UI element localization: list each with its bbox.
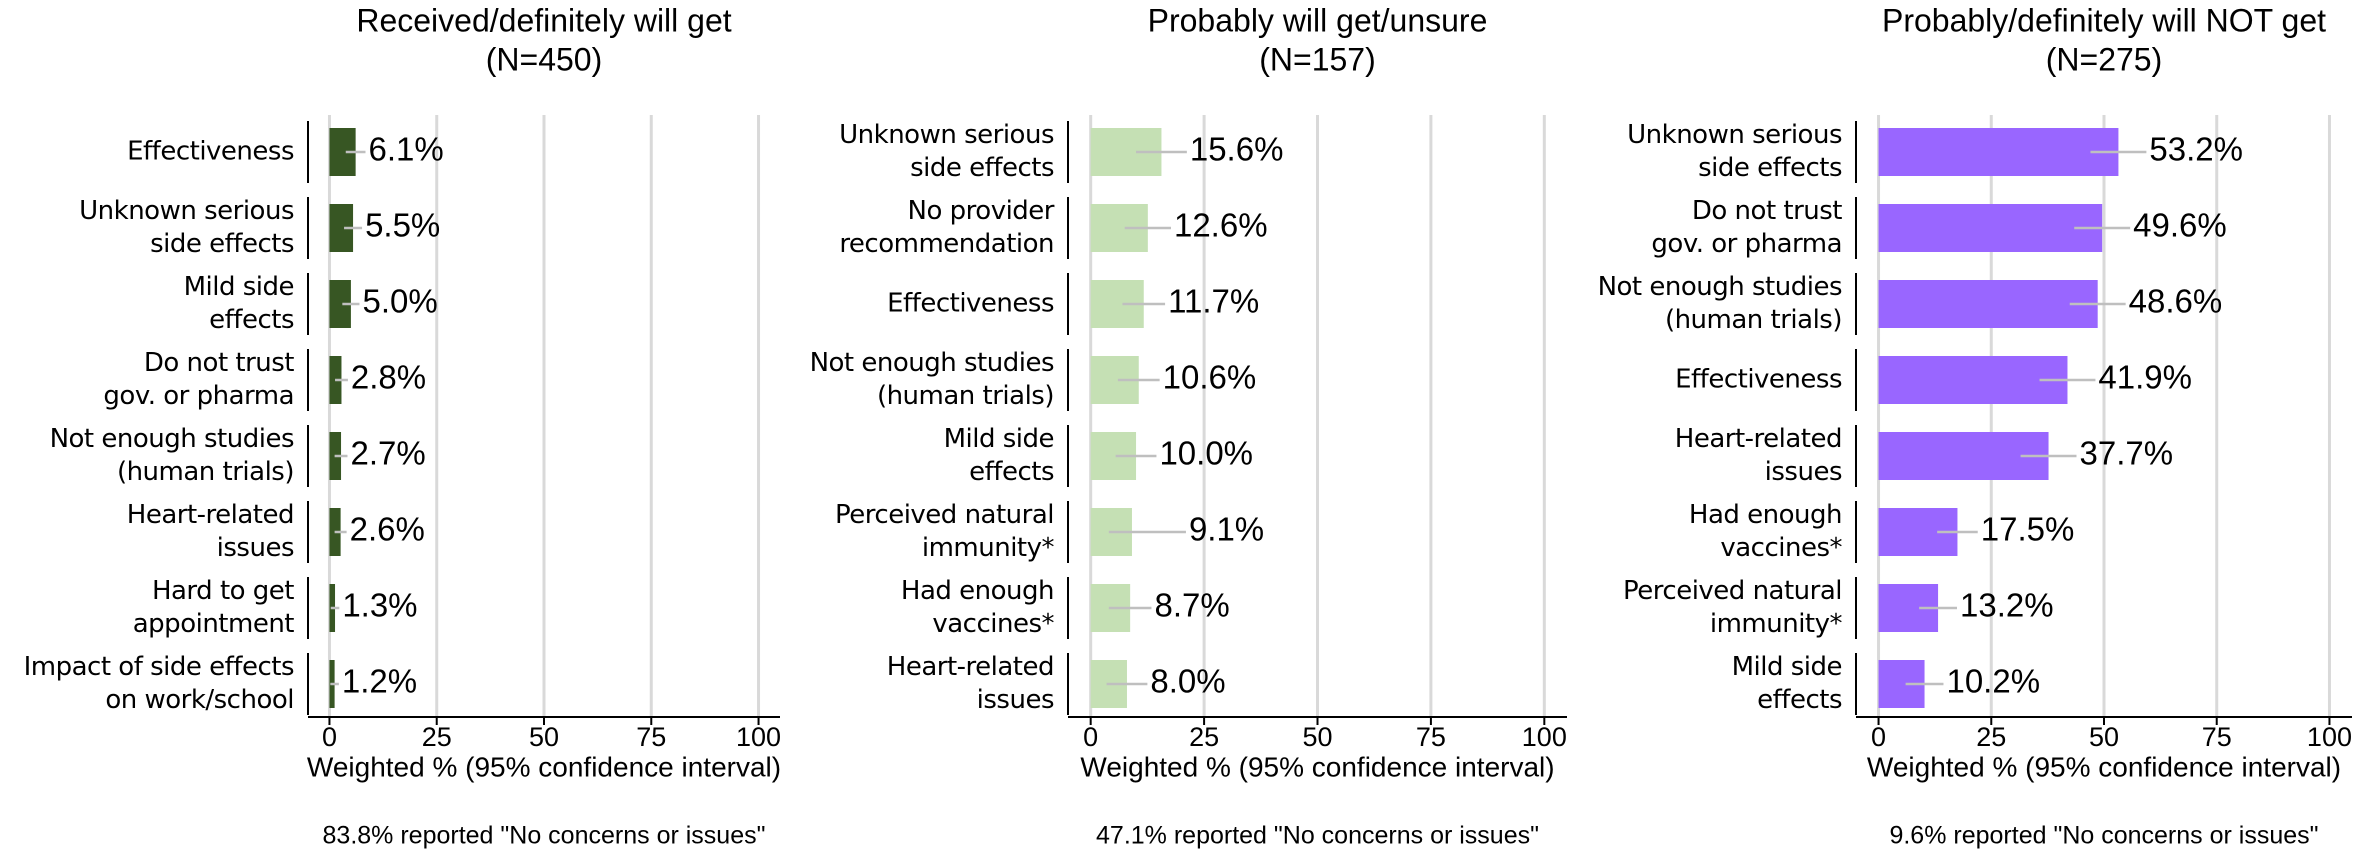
x-axis-label: Weighted % (95% confidence interval) <box>1867 751 2341 782</box>
x-tick-label: 100 <box>2307 722 2352 752</box>
x-tick-label: 0 <box>322 722 337 752</box>
category-label: Perceived natural immunity* <box>1623 576 1842 639</box>
x-tick-label: 75 <box>2202 722 2232 752</box>
value-label: 1.2% <box>342 663 417 700</box>
panel-subtitle: (N=157) <box>1259 41 1376 77</box>
panel-title: Probably will get/unsure <box>1148 2 1488 38</box>
category-label: Perceived natural immunity* <box>835 500 1054 563</box>
value-label: 17.5% <box>1981 511 2075 548</box>
x-tick-label: 50 <box>2089 722 2119 752</box>
panel-title: Probably/definitely will NOT get <box>1882 2 2326 38</box>
value-label: 49.6% <box>2133 207 2227 244</box>
value-label: 8.7% <box>1154 587 1229 624</box>
category-label: Mild side effects <box>183 272 295 335</box>
value-label: 15.6% <box>1190 131 1284 168</box>
value-label: 9.1% <box>1189 511 1264 548</box>
value-label: 10.0% <box>1159 435 1253 472</box>
x-tick-label: 50 <box>529 722 559 752</box>
category-label: Mild side effects <box>943 424 1055 487</box>
category-label: Effectiveness <box>1675 364 1842 395</box>
value-label: 37.7% <box>2079 435 2173 472</box>
category-label: Heart-related issues <box>126 500 295 563</box>
value-label: 10.2% <box>1946 663 2040 700</box>
x-tick-label: 0 <box>1871 722 1886 752</box>
value-label: 6.1% <box>368 131 443 168</box>
x-tick-label: 0 <box>1083 722 1098 752</box>
category-label: Do not trust gov. or pharma <box>103 348 294 411</box>
category-label: Not enough studies (human trials) <box>809 348 1055 411</box>
x-axis-label: Weighted % (95% confidence interval) <box>307 751 781 782</box>
category-label: Mild side effects <box>1731 652 1843 715</box>
panel-title: Received/definitely will get <box>356 2 731 38</box>
footnote: 9.6% reported "No concerns or issues" <box>1889 822 2318 850</box>
x-tick-label: 100 <box>736 722 781 752</box>
bar <box>1878 432 2049 480</box>
x-tick-label: 25 <box>422 722 452 752</box>
value-label: 11.7% <box>1168 283 1259 320</box>
value-label: 2.6% <box>350 511 425 548</box>
category-label: Hard to get appointment <box>132 576 295 639</box>
category-label: Effectiveness <box>127 136 294 167</box>
bar <box>1878 356 2068 404</box>
x-tick-label: 50 <box>1302 722 1332 752</box>
x-tick-label: 100 <box>1522 722 1567 752</box>
value-label: 13.2% <box>1960 587 2054 624</box>
value-label: 10.6% <box>1163 359 1257 396</box>
bar <box>1878 280 2098 328</box>
panel-subtitle: (N=275) <box>2046 41 2163 77</box>
category-label: No provider recommendation <box>839 196 1054 259</box>
x-axis-label: Weighted % (95% confidence interval) <box>1080 751 1554 782</box>
category-label: Unknown serious side effects <box>1627 120 1842 183</box>
value-label: 41.9% <box>2098 359 2192 396</box>
value-label: 8.0% <box>1150 663 1225 700</box>
value-label: 2.7% <box>350 435 425 472</box>
bar <box>329 280 351 328</box>
x-tick-label: 75 <box>1416 722 1446 752</box>
x-tick-label: 75 <box>636 722 666 752</box>
panel-subtitle: (N=450) <box>486 41 603 77</box>
value-label: 48.6% <box>2129 283 2223 320</box>
value-label: 2.8% <box>351 359 426 396</box>
value-label: 1.3% <box>342 587 417 624</box>
category-label: Had enough vaccines* <box>900 576 1055 639</box>
footnote: 83.8% reported "No concerns or issues" <box>323 822 766 850</box>
category-label: Not enough studies (human trials) <box>1597 272 1843 335</box>
bar <box>329 204 354 252</box>
category-label: Unknown serious side effects <box>79 196 294 259</box>
bar <box>1878 204 2103 252</box>
category-label: Heart-related issues <box>1674 424 1843 487</box>
category-label: Do not trust gov. or pharma <box>1651 196 1842 259</box>
value-label: 53.2% <box>2149 131 2243 168</box>
footnote: 47.1% reported "No concerns or issues" <box>1096 822 1539 850</box>
category-label: Heart-related issues <box>886 652 1055 715</box>
value-label: 12.6% <box>1174 207 1268 244</box>
value-label: 5.5% <box>365 207 440 244</box>
category-label: Not enough studies (human trials) <box>49 424 295 487</box>
x-tick-label: 25 <box>1976 722 2006 752</box>
bar <box>1878 128 2119 176</box>
category-label: Impact of side effects on work/school <box>23 652 295 715</box>
category-label: Effectiveness <box>887 288 1054 319</box>
value-label: 5.0% <box>362 283 437 320</box>
category-label: Unknown serious side effects <box>839 120 1054 183</box>
category-label: Had enough vaccines* <box>1688 500 1843 563</box>
x-tick-label: 25 <box>1189 722 1219 752</box>
